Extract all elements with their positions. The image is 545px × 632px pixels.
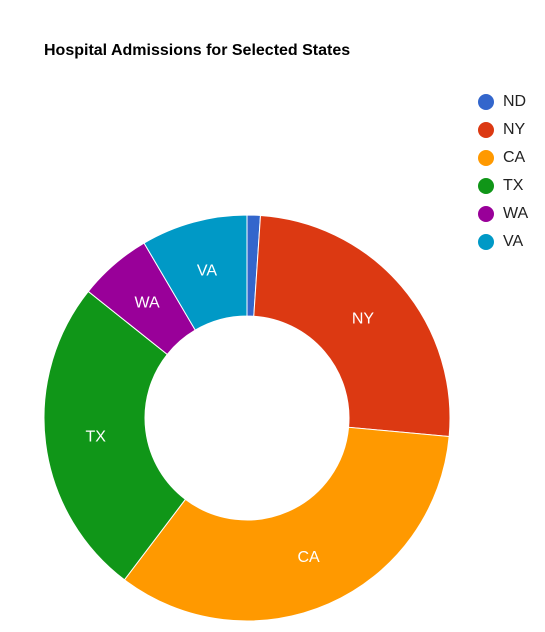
slice-tx[interactable] xyxy=(43,290,187,581)
legend-item-nd[interactable]: ND xyxy=(478,88,542,116)
slice-ny[interactable] xyxy=(253,214,451,438)
slice-label-wa: WA xyxy=(134,294,160,311)
legend-swatch-ny xyxy=(478,122,494,138)
slice-label-tx: TX xyxy=(85,428,106,445)
slice-ca[interactable] xyxy=(123,426,450,622)
legend-swatch-wa xyxy=(478,206,494,222)
legend-label-ny: NY xyxy=(503,121,526,138)
slice-label-ny: NY xyxy=(352,311,375,328)
slice-va[interactable] xyxy=(143,214,248,331)
legend-item-va[interactable]: VA xyxy=(478,228,542,256)
legend-swatch-nd xyxy=(478,94,494,110)
chart-title: Hospital Admissions for Selected States xyxy=(44,42,351,59)
legend-label-nd: ND xyxy=(503,93,527,110)
legend: ND NY CA TX WA VA xyxy=(478,88,542,256)
legend-item-tx[interactable]: TX xyxy=(478,172,542,200)
legend-label-wa: WA xyxy=(503,205,529,222)
legend-item-wa[interactable]: WA xyxy=(478,200,542,228)
legend-swatch-tx xyxy=(478,178,494,194)
legend-label-tx: TX xyxy=(503,177,524,194)
legend-item-ny[interactable]: NY xyxy=(478,116,542,144)
legend-swatch-va xyxy=(478,234,494,250)
legend-label-ca: CA xyxy=(503,149,526,166)
legend-item-ca[interactable]: CA xyxy=(478,144,542,172)
legend-swatch-ca xyxy=(478,150,494,166)
slice-label-va: VA xyxy=(197,262,217,279)
slice-label-ca: CA xyxy=(297,549,320,566)
legend-label-va: VA xyxy=(503,233,524,250)
